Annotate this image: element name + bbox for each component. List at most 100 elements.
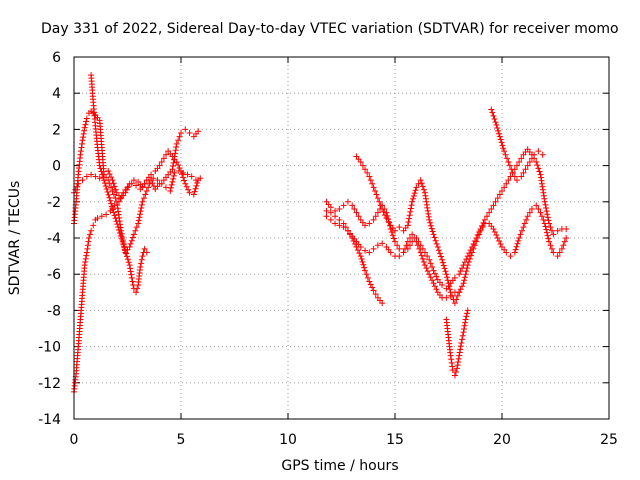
data-point [126, 244, 133, 251]
data-point [523, 216, 530, 223]
data-point [420, 186, 427, 193]
data-point [390, 235, 397, 242]
data-point [436, 250, 443, 257]
data-point [367, 177, 374, 184]
data-point [139, 184, 146, 191]
data-point [362, 166, 369, 173]
series-track-4 [323, 146, 570, 292]
data-point [370, 216, 377, 223]
data-point [454, 362, 461, 369]
data-point [340, 220, 347, 227]
series-track-2 [71, 168, 204, 395]
data-point [193, 182, 200, 189]
data-point [163, 151, 170, 158]
data-point [461, 274, 468, 281]
x-tick-label: 20 [493, 432, 511, 448]
data-point [503, 249, 510, 256]
data-point [140, 195, 147, 202]
data-point [493, 231, 500, 238]
data-point [498, 139, 505, 146]
data-point [433, 240, 440, 247]
data-point [411, 235, 418, 241]
data-point [141, 245, 148, 252]
data-point [461, 322, 468, 329]
data-point [449, 367, 456, 374]
data-point [434, 244, 441, 251]
data-point [150, 175, 157, 182]
data-point [431, 270, 438, 277]
data-point [168, 181, 175, 188]
data-point [143, 187, 150, 194]
data-point [474, 235, 481, 241]
data-point [388, 229, 395, 236]
data-point [376, 198, 383, 205]
data-point [359, 162, 366, 169]
data-point [379, 206, 386, 213]
data-point [497, 136, 504, 143]
data-point [132, 227, 139, 234]
data-point [366, 249, 373, 256]
data-point [96, 162, 103, 169]
data-point [426, 256, 433, 263]
data-point [457, 346, 464, 353]
data-point [357, 158, 364, 165]
data-point [396, 224, 403, 231]
data-point [547, 224, 554, 231]
data-point [148, 171, 155, 178]
data-point [444, 277, 451, 284]
data-point [545, 235, 552, 242]
data-point [137, 211, 144, 218]
data-point [186, 189, 193, 196]
data-point [127, 268, 134, 275]
data-point [513, 162, 520, 169]
data-point [90, 222, 97, 229]
data-point [449, 292, 456, 299]
data-point [109, 206, 116, 213]
data-point [327, 204, 334, 211]
data-point [136, 214, 143, 221]
y-tick-label: 6 [52, 50, 61, 66]
data-point [133, 289, 140, 296]
data-point [327, 209, 334, 216]
data-point [406, 212, 413, 219]
data-point [82, 121, 89, 128]
data-point [101, 177, 108, 184]
data-point [79, 137, 86, 144]
data-point [355, 213, 362, 220]
data-point [124, 256, 131, 263]
data-point [536, 168, 543, 175]
data-point [192, 185, 199, 192]
data-point [347, 231, 354, 238]
data-point [170, 175, 177, 182]
data-point [430, 267, 437, 274]
data-point [80, 130, 87, 137]
data-point [139, 198, 146, 205]
data-point [130, 231, 137, 238]
data-point [121, 244, 128, 251]
data-point [172, 147, 179, 154]
x-tick-label: 15 [386, 432, 404, 448]
data-point [412, 187, 419, 194]
data-point [442, 268, 449, 275]
data-point [353, 209, 360, 216]
series-track-8 [443, 307, 471, 379]
data-point [464, 307, 471, 314]
data-point [409, 195, 416, 202]
x-tick-label: 0 [70, 432, 79, 448]
x-tick-label: 5 [177, 432, 186, 448]
y-tick-label: -14 [38, 412, 61, 428]
data-point [410, 193, 417, 200]
data-point [137, 263, 144, 270]
data-point [349, 235, 356, 241]
data-point [409, 198, 416, 205]
data-point [374, 242, 381, 249]
data-point [88, 227, 95, 234]
series-track-6 [323, 207, 386, 307]
data-point [479, 224, 486, 231]
data-point [83, 115, 90, 122]
data-point [179, 171, 186, 178]
data-point [458, 339, 465, 346]
data-point [323, 213, 330, 220]
data-point [72, 186, 79, 193]
